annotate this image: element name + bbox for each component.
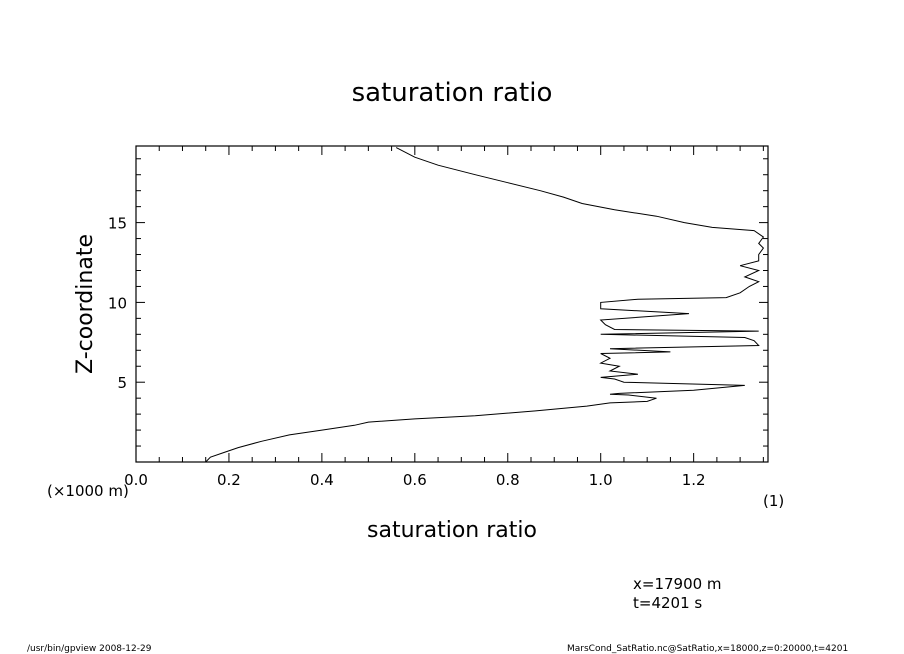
y-tick-label: 10 [108, 294, 127, 312]
y-axis-unit: (×1000 m) [47, 482, 129, 500]
tick-labels: 0.0 0.2 0.4 0.6 0.8 1.0 1.2 5 10 15 [108, 215, 706, 489]
x-tick-label: 0.0 [124, 471, 148, 489]
x-tick-label: 1.0 [589, 471, 613, 489]
y-tick-label: 15 [108, 215, 127, 233]
chart-title: saturation ratio [352, 78, 553, 108]
y-axis-label: Z-coordinate [73, 234, 98, 374]
x-tick-label: 1.2 [682, 471, 706, 489]
coord-x-label: x=17900 m [633, 575, 722, 593]
footer-right: MarsCond_SatRatio.nc@SatRatio,x=18000,z=… [567, 644, 848, 654]
x-axis-label: saturation ratio [367, 518, 537, 543]
x-tick-label: 0.8 [496, 471, 520, 489]
x-axis-unit: (1) [763, 492, 784, 510]
plot-frame [135, 145, 769, 463]
x-tick-label: 0.2 [217, 471, 241, 489]
x-tick-label: 0.6 [403, 471, 427, 489]
footer-left: /usr/bin/gpview 2008-12-29 [27, 644, 152, 654]
x-tick-label: 0.4 [310, 471, 334, 489]
coord-t-label: t=4201 s [633, 594, 702, 612]
saturation-ratio-line [205, 147, 765, 463]
axis-ticks [135, 146, 768, 462]
y-tick-label: 5 [117, 374, 127, 392]
